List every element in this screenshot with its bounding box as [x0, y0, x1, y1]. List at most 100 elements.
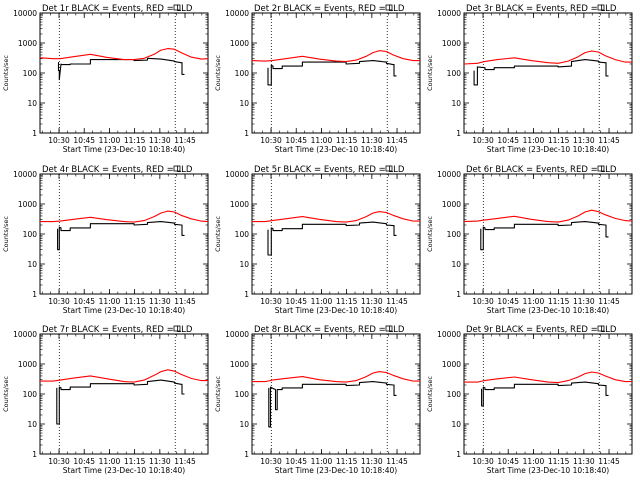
- x-tick-label: 11:15: [336, 457, 358, 466]
- x-tick-label: 11:00: [99, 136, 121, 145]
- y-axis-label: Counts/sec: [426, 216, 434, 252]
- y-tick-label: 1000: [442, 39, 461, 48]
- panel-title: Det 6r BLACK = Events, RED = LLD: [466, 165, 617, 175]
- x-axis-label: Start Time (23-Dec-10 10:18:40): [487, 145, 609, 154]
- panel-6: Det 6r BLACK = Events, RED = LLD 1 10 100 10…: [426, 165, 633, 315]
- x-tick-label: 11:30: [573, 457, 595, 466]
- y-tick-label: 10: [239, 99, 249, 108]
- x-axis-label: Start Time (23-Dec-10 10:18:40): [63, 466, 185, 475]
- lld-series-line: [252, 211, 420, 223]
- y-tick-label: 1000: [442, 360, 461, 369]
- panel-2: Det 2r BLACK = Events, RED = LLD 1 10 100 10…: [214, 4, 421, 154]
- y-axis-label: Counts/sec: [426, 376, 434, 412]
- x-tick-label: 11:00: [99, 297, 121, 306]
- y-tick-label: 1000: [18, 200, 37, 209]
- x-tick-label: 10:30: [48, 297, 70, 306]
- lld-series-line: [251, 50, 420, 63]
- y-tick-label: 1000: [230, 39, 249, 48]
- events-series-line: [268, 381, 397, 428]
- panel-title: Det 3r BLACK = Events, RED = LLD: [466, 4, 617, 14]
- x-tick-label: 11:15: [124, 457, 146, 466]
- y-tick-label: 100: [447, 390, 462, 399]
- x-tick-label: 11:15: [124, 136, 146, 145]
- x-tick-label: 10:30: [472, 136, 494, 145]
- y-tick-label: 1000: [18, 360, 37, 369]
- x-axis-label: Start Time (23-Dec-10 10:18:40): [275, 145, 397, 154]
- x-axis-label: Start Time (23-Dec-10 10:18:40): [63, 145, 185, 154]
- y-tick-label: 1000: [18, 39, 37, 48]
- lld-series-line: [463, 50, 632, 65]
- orbit-marker-box: [385, 325, 393, 332]
- x-tick-label: 11:30: [573, 136, 595, 145]
- x-tick-label: 11:15: [548, 136, 570, 145]
- panel-9: Det 9r BLACK = Events, RED = LLD 1 10 100 10…: [426, 325, 633, 475]
- orbit-marker-box: [597, 4, 605, 11]
- y-tick-label: 10000: [13, 9, 37, 18]
- panel-title: Det 8r BLACK = Events, RED = LLD: [254, 325, 405, 335]
- lld-series-line: [39, 48, 209, 61]
- x-tick-label: 10:45: [285, 457, 307, 466]
- orbit-marker-box: [173, 325, 181, 332]
- orbit-marker-box: [385, 165, 393, 172]
- x-tick-label: 11:45: [386, 297, 408, 306]
- x-tick-label: 10:45: [73, 457, 95, 466]
- y-tick-label: 10000: [225, 170, 249, 179]
- y-tick-label: 10: [239, 260, 249, 269]
- panel-title: Det 7r BLACK = Events, RED = LLD: [42, 325, 193, 335]
- y-tick-label: 100: [235, 69, 250, 78]
- orbit-marker-box: [173, 165, 181, 172]
- lld-series-line: [463, 209, 633, 223]
- y-tick-label: 1: [244, 290, 249, 299]
- y-tick-label: 10000: [225, 330, 249, 339]
- lld-series-line: [40, 369, 208, 383]
- x-tick-label: 11:45: [598, 297, 620, 306]
- lld-series-line: [252, 371, 420, 383]
- x-tick-label: 11:30: [573, 297, 595, 306]
- y-tick-label: 100: [447, 230, 462, 239]
- x-tick-label: 11:00: [311, 136, 333, 145]
- x-tick-label: 11:15: [336, 297, 358, 306]
- y-tick-label: 1: [32, 450, 37, 459]
- x-tick-label: 11:15: [124, 297, 146, 306]
- x-tick-label: 10:45: [73, 297, 95, 306]
- x-tick-label: 11:00: [311, 297, 333, 306]
- y-axis-label: Counts/sec: [2, 376, 10, 412]
- y-tick-label: 10: [451, 260, 461, 269]
- y-tick-label: 1: [32, 129, 37, 138]
- y-axis-label: Counts/sec: [214, 376, 222, 412]
- x-tick-label: 11:15: [548, 297, 570, 306]
- x-tick-label: 10:30: [472, 457, 494, 466]
- lld-series-line: [464, 371, 632, 384]
- x-tick-label: 10:30: [472, 297, 494, 306]
- x-tick-label: 11:30: [149, 457, 171, 466]
- orbit-marker-box: [173, 4, 181, 11]
- y-tick-label: 10: [451, 420, 461, 429]
- events-series-line: [57, 221, 185, 251]
- y-axis-label: Counts/sec: [214, 216, 222, 252]
- orbit-marker-box: [597, 325, 605, 332]
- events-series-line: [481, 381, 609, 407]
- panel-5: Det 5r BLACK = Events, RED = LLD 1 10 100 10…: [214, 165, 421, 315]
- x-tick-label: 11:00: [523, 457, 545, 466]
- y-tick-label: 10000: [13, 330, 37, 339]
- y-tick-label: 10: [239, 420, 249, 429]
- y-axis-label: Counts/sec: [214, 55, 222, 91]
- x-tick-label: 10:30: [260, 297, 282, 306]
- x-tick-label: 11:45: [174, 457, 196, 466]
- x-tick-label: 11:45: [598, 457, 620, 466]
- orbit-marker-box: [597, 165, 605, 172]
- panel-title: Det 5r BLACK = Events, RED = LLD: [254, 165, 405, 175]
- x-tick-label: 10:45: [497, 297, 519, 306]
- y-tick-label: 10: [451, 99, 461, 108]
- events-series-line: [480, 221, 609, 251]
- y-tick-label: 100: [23, 230, 38, 239]
- panel-3: Det 3r BLACK = Events, RED = LLD 1 10 100 10…: [426, 4, 633, 154]
- y-axis-label: Counts/sec: [426, 55, 434, 91]
- panel-1: Det 1r BLACK = Events, RED = LLD 1 10 100 10…: [2, 4, 209, 154]
- x-tick-label: 10:45: [497, 457, 519, 466]
- panel-title: Det 4r BLACK = Events, RED = LLD: [42, 165, 193, 175]
- x-tick-label: 11:45: [386, 136, 408, 145]
- y-tick-label: 1: [456, 290, 461, 299]
- events-series-line: [56, 379, 185, 425]
